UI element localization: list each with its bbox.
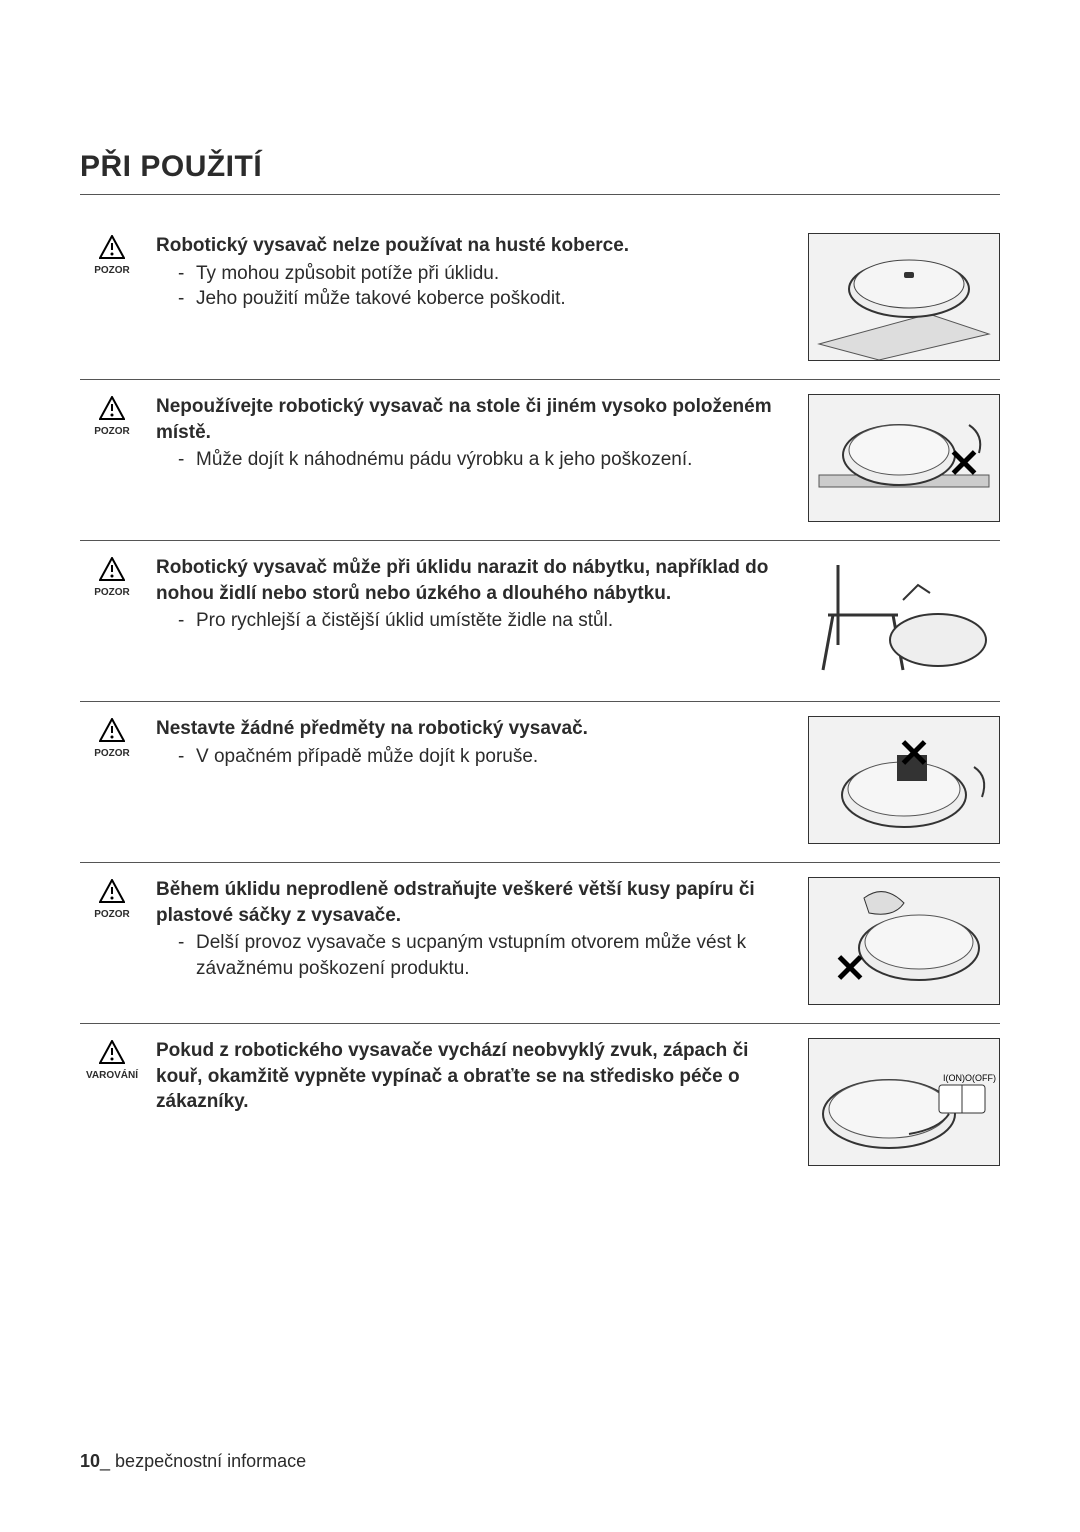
item-text: Robotický vysavač nelze používat na hust…: [156, 233, 796, 312]
caution-label: POZOR: [80, 587, 144, 598]
warning-triangle-icon: [99, 557, 125, 586]
safety-item: POZOR Robotický vysavač nelze používat na…: [80, 219, 1000, 379]
items-container: POZOR Robotický vysavač nelze používat na…: [80, 219, 1000, 1184]
warning-triangle-icon: [99, 396, 125, 425]
safety-item: POZOR Nestavte žádné předměty na robotick…: [80, 702, 1000, 862]
section-title: PŘI POUŽITÍ: [80, 150, 1000, 195]
caution-label: POZOR: [80, 426, 144, 437]
caution-icon: POZOR: [80, 877, 144, 920]
caution-icon: POZOR: [80, 716, 144, 759]
bullet: Jeho použití může takové koberce poškodi…: [178, 286, 784, 312]
page-number: 10: [80, 1451, 100, 1471]
item-bullets: V opačném případě může dojít k poruše.: [156, 744, 784, 770]
illustration: [808, 716, 1000, 844]
item-bullets: Pro rychlejší a čistější úklid umístěte …: [156, 608, 784, 634]
footer-label: _ bezpečnostní informace: [100, 1451, 306, 1471]
illustration: I(ON)O(OFF): [808, 1038, 1000, 1166]
item-bullets: Ty mohou způsobit potíže při úklidu.Jeho…: [156, 261, 784, 312]
bullet: V opačném případě může dojít k poruše.: [178, 744, 784, 770]
item-heading: Pokud z robotického vysavače vychází neo…: [156, 1038, 784, 1115]
item-heading: Robotický vysavač může při úklidu narazi…: [156, 555, 784, 606]
caution-icon: POZOR: [80, 233, 144, 276]
item-bullets: Delší provoz vysavače s ucpaným vstupním…: [156, 930, 784, 981]
item-heading: Robotický vysavač nelze používat na hust…: [156, 233, 784, 259]
caution-icon: POZOR: [80, 555, 144, 598]
warning-triangle-icon: [99, 1040, 125, 1069]
safety-item: POZOR Robotický vysavač může při úklidu n…: [80, 541, 1000, 701]
warning-triangle-icon: [99, 718, 125, 747]
page-footer: 10_ bezpečnostní informace: [80, 1451, 306, 1472]
item-text: Robotický vysavač může při úklidu narazi…: [156, 555, 796, 634]
safety-item: POZOR Během úklidu neprodleně odstraňujte…: [80, 863, 1000, 1023]
item-heading: Během úklidu neprodleně odstraňujte vešk…: [156, 877, 784, 928]
svg-text:I(ON): I(ON): [943, 1073, 965, 1083]
item-text: Pokud z robotického vysavače vychází neo…: [156, 1038, 796, 1117]
item-bullets: Může dojít k náhodnému pádu výrobku a k …: [156, 447, 784, 473]
illustration: [808, 233, 1000, 361]
caution-label: POZOR: [80, 748, 144, 759]
bullet: Delší provoz vysavače s ucpaným vstupním…: [178, 930, 784, 981]
bullet: Může dojít k náhodnému pádu výrobku a k …: [178, 447, 784, 473]
caution-icon: POZOR: [80, 394, 144, 437]
illustration: [808, 394, 1000, 522]
item-text: Během úklidu neprodleně odstraňujte vešk…: [156, 877, 796, 982]
item-heading: Nestavte žádné předměty na robotický vys…: [156, 716, 784, 742]
page: PŘI POUŽITÍ POZOR Robotický vysavač nelze…: [0, 0, 1080, 1532]
item-text: Nepoužívejte robotický vysavač na stole …: [156, 394, 796, 473]
item-text: Nestavte žádné předměty na robotický vys…: [156, 716, 796, 769]
illustration: [808, 877, 1000, 1005]
bullet: Ty mohou způsobit potíže při úklidu.: [178, 261, 784, 287]
warning-triangle-icon: [99, 879, 125, 908]
illustration: [808, 555, 1000, 683]
caution-label: POZOR: [80, 265, 144, 276]
warning-triangle-icon: [99, 235, 125, 264]
caution-icon: VAROVÁNÍ: [80, 1038, 144, 1081]
item-heading: Nepoužívejte robotický vysavač na stole …: [156, 394, 784, 445]
bullet: Pro rychlejší a čistější úklid umístěte …: [178, 608, 784, 634]
safety-item: POZOR Nepoužívejte robotický vysavač na s…: [80, 380, 1000, 540]
safety-item: VAROVÁNÍ Pokud z robotického vysavače vyc…: [80, 1024, 1000, 1184]
svg-text:O(OFF): O(OFF): [965, 1073, 996, 1083]
caution-label: POZOR: [80, 909, 144, 920]
caution-label: VAROVÁNÍ: [80, 1070, 144, 1081]
